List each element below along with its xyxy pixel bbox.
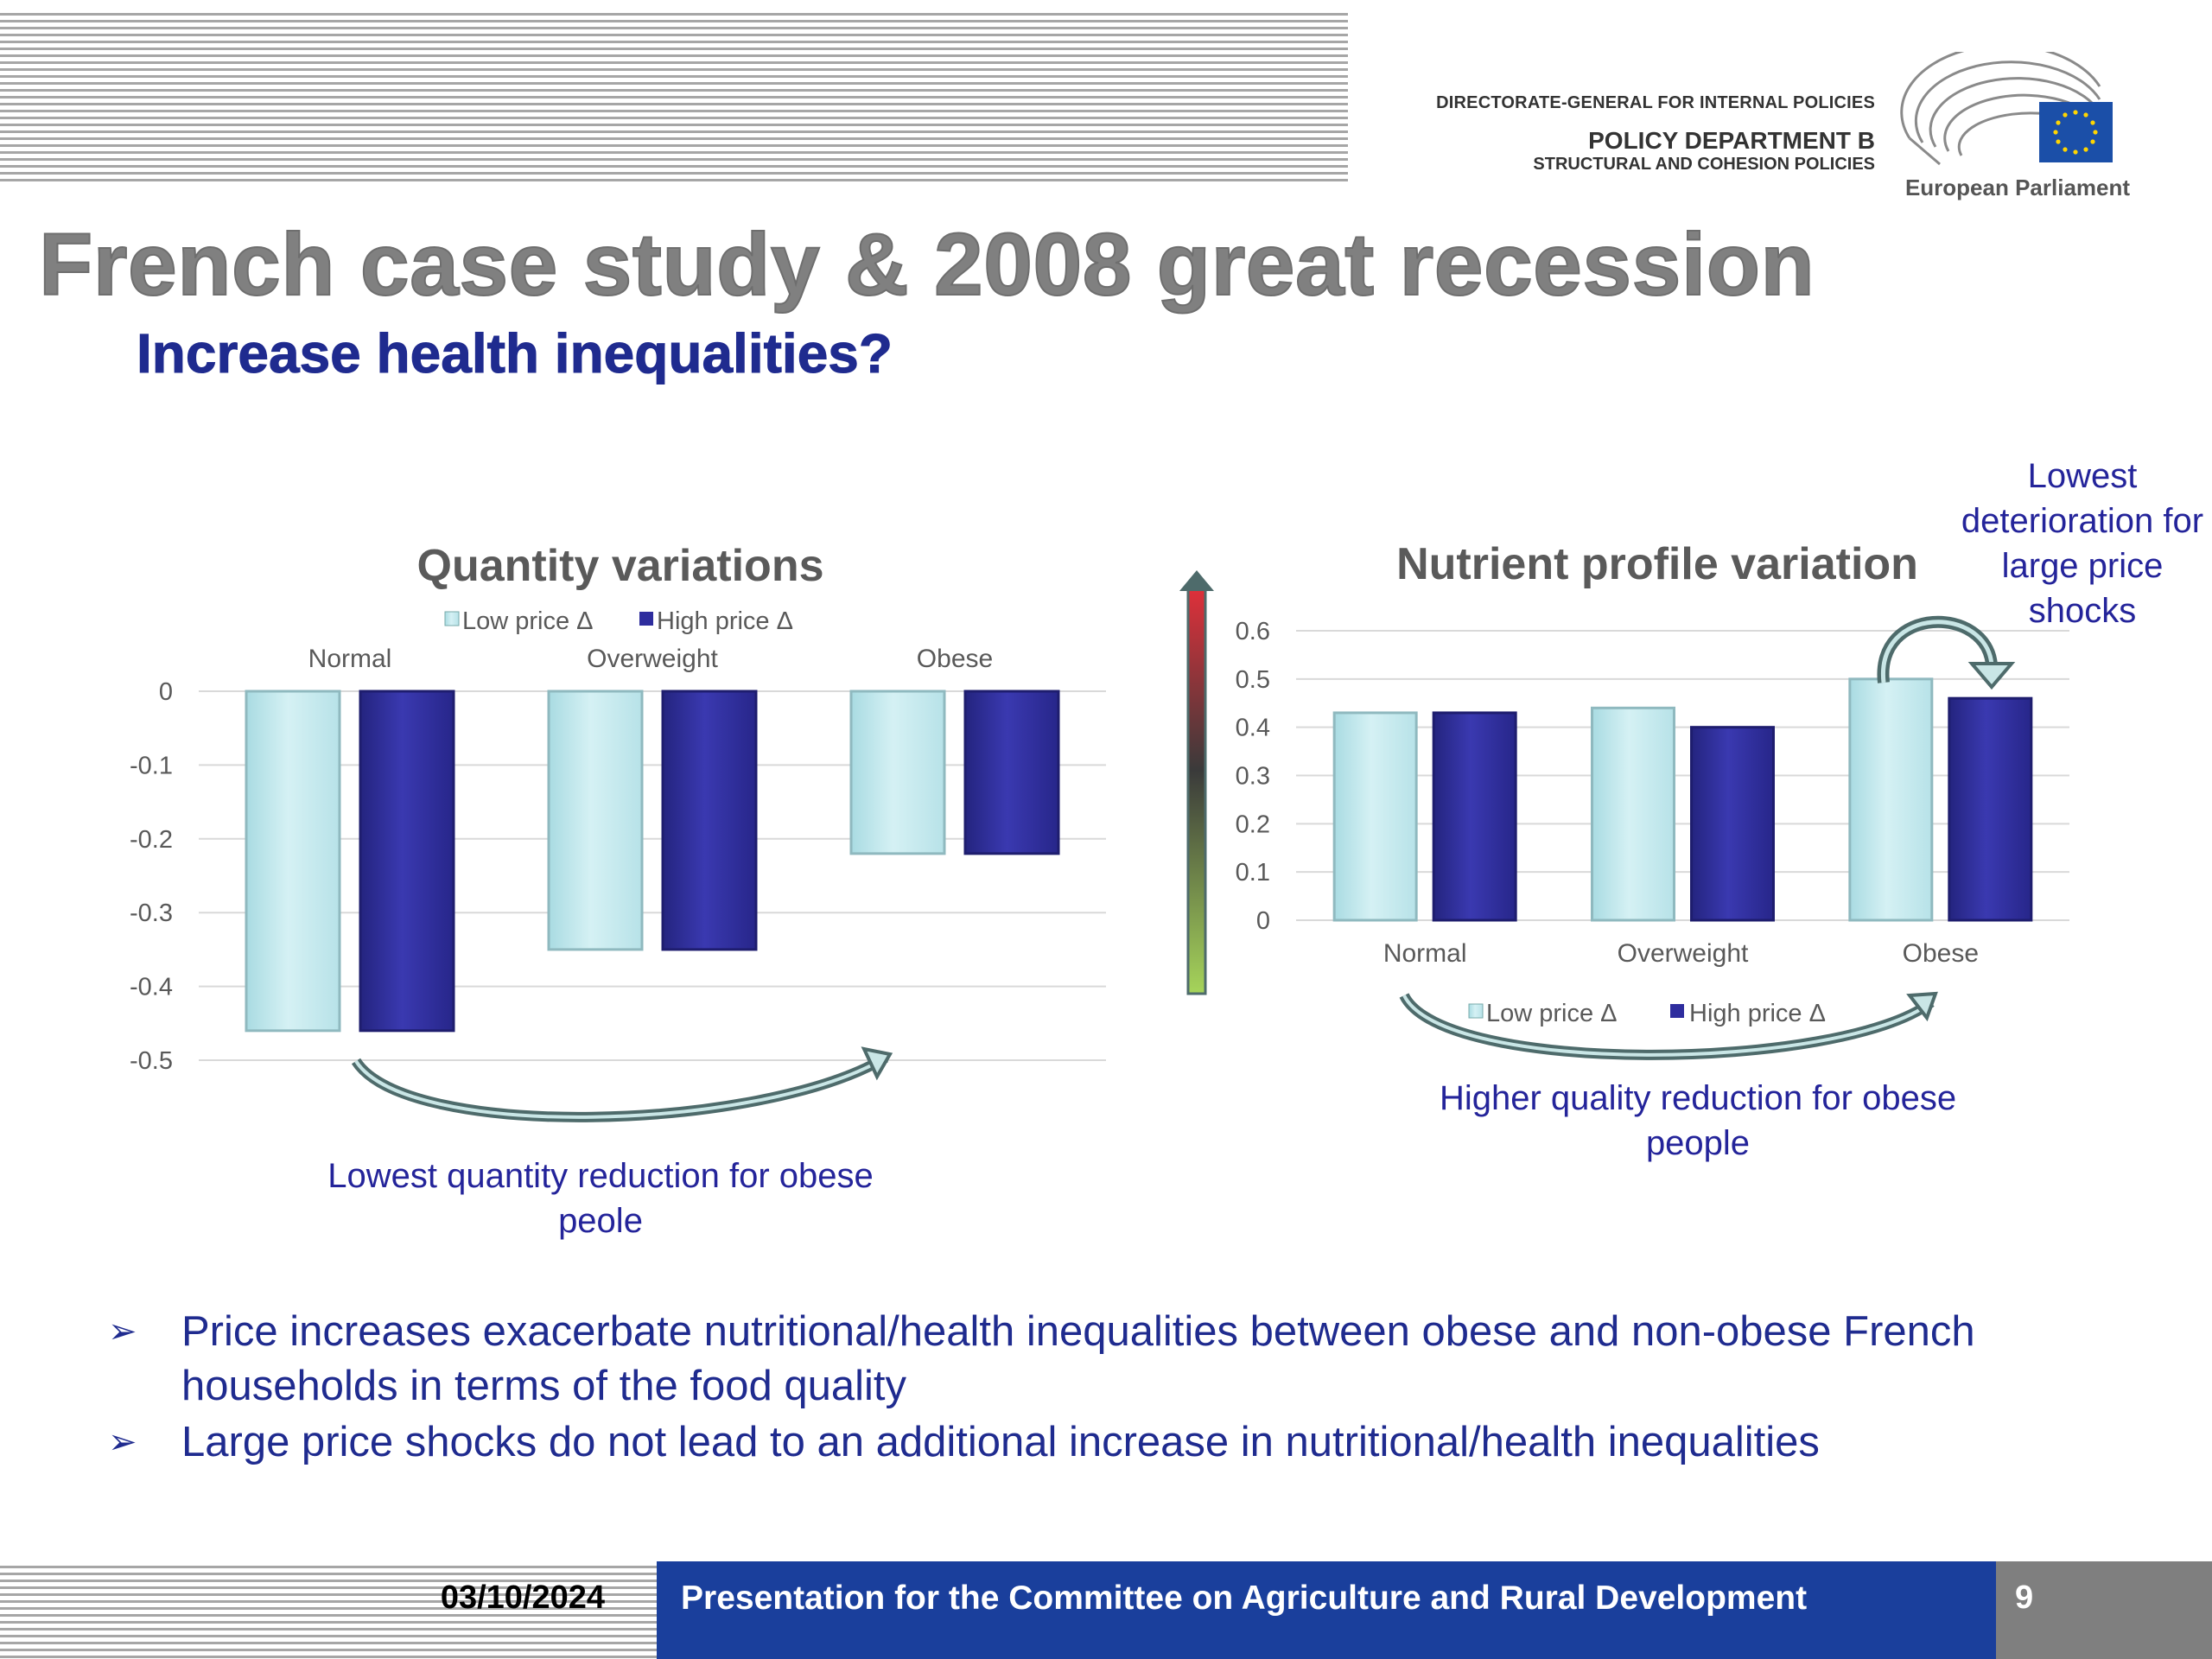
footer-page-box — [1996, 1561, 2212, 1659]
y-tick-label: 0.6 — [1236, 618, 1270, 645]
top-arrow-head — [1967, 662, 2016, 690]
page-title: French case study & 2008 great recession — [38, 214, 1815, 315]
y-tick-label: 0.1 — [1236, 859, 1270, 887]
quantity-arrow-head — [861, 1046, 893, 1081]
footer-title: Presentation for the Committee on Agricu… — [681, 1580, 1808, 1617]
nutrient-chart-legend: Low price Δ High price Δ — [1468, 1000, 1826, 1027]
nutrient-chart-title: Nutrient profile variation — [1396, 539, 1918, 589]
arrow-bullet-icon: ➢ — [108, 1423, 137, 1461]
footer-stripes — [0, 1561, 657, 1659]
y-tick-label: -0.2 — [130, 826, 173, 854]
bar-low-obese — [849, 690, 946, 855]
y-tick-label: 0.4 — [1236, 715, 1270, 742]
department-name: POLICY DEPARTMENT B — [1588, 127, 1875, 154]
bar-low-obese — [1848, 677, 1934, 922]
annotation-quantity: Lowest quantity reduction for obese peol… — [327, 1157, 874, 1240]
y-tick-label: -0.3 — [130, 899, 173, 927]
annotation-large-shocks: Lowest deterioration for large price sho… — [1961, 457, 2204, 630]
top-curved-arrow-highlight — [1881, 620, 1994, 683]
category-label: Overweight — [587, 645, 718, 673]
nutrient-chart: Nutrient profile variation 0 0.1 0.2 0.3 0.4… — [1236, 539, 2069, 1060]
bar-low-overweight — [547, 690, 644, 951]
category-label: Normal — [308, 645, 392, 673]
footer-date: 03/10/2024 — [440, 1580, 605, 1616]
y-tick-label: 0 — [1256, 907, 1270, 935]
scale-arrow-shaft — [1186, 586, 1207, 995]
department-subtitle: STRUCTURAL AND COHESION POLICIES — [1533, 155, 1875, 174]
quantity-chart-legend: Low price Δ High price Δ — [444, 607, 793, 635]
legend-swatch-high — [1670, 1004, 1684, 1018]
y-tick-label: 0.3 — [1236, 763, 1270, 791]
scale-arrow — [1179, 570, 1214, 995]
legend-label-high: High price Δ — [657, 607, 793, 635]
category-label: Obese — [1903, 939, 1979, 968]
quantity-curved-arrow-highlight — [354, 1056, 887, 1119]
footer-band — [657, 1561, 1996, 1659]
bar-high-obese — [1948, 696, 2033, 922]
y-tick-label: 0.5 — [1236, 666, 1270, 694]
bullet-item: ➢ Price increases exacerbate nutritional… — [108, 1305, 2182, 1414]
bar-low-normal — [1332, 711, 1418, 922]
bar-high-overweight — [661, 690, 758, 951]
legend-label-low: Low price Δ — [1486, 1000, 1618, 1027]
logo-caption: European Parliament — [1904, 175, 2131, 200]
y-tick-label: -0.4 — [130, 974, 173, 1001]
quantity-chart-title: Quantity variations — [417, 541, 824, 591]
category-label: Overweight — [1618, 939, 1749, 968]
bar-high-normal — [1432, 711, 1517, 922]
category-label: Normal — [1383, 939, 1467, 968]
bullet-text: Large price shocks do not lead to an add… — [181, 1419, 1820, 1465]
bar-high-normal — [359, 690, 455, 1033]
bar-high-obese — [963, 690, 1060, 855]
legend-swatch-low — [444, 611, 460, 626]
header-stripes — [0, 9, 1348, 181]
legend-swatch-high — [639, 612, 653, 626]
y-tick-label: 0 — [159, 678, 173, 706]
bar-low-overweight — [1591, 706, 1675, 922]
y-tick-label: -0.1 — [130, 752, 173, 779]
arrow-bullet-icon: ➢ — [108, 1313, 137, 1351]
y-tick-label: -0.5 — [130, 1047, 173, 1075]
legend-swatch-low — [1468, 1003, 1484, 1019]
y-tick-label: 0.2 — [1236, 810, 1270, 838]
bullet-list: ➢ Price increases exacerbate nutritional… — [108, 1305, 2182, 1471]
dg-line: DIRECTORATE-GENERAL FOR INTERNAL POLICIE… — [1436, 93, 1875, 112]
annotation-quality: Higher quality reduction for obese peopl… — [1439, 1079, 1957, 1162]
bullet-text: Price increases exacerbate nutritional/h… — [181, 1308, 1975, 1409]
bullet-item: ➢ Large price shocks do not lead to an a… — [108, 1415, 2182, 1470]
quantity-chart: Quantity variations Low price Δ High pri… — [130, 541, 1106, 1122]
bar-low-normal — [245, 690, 341, 1033]
page-number: 9 — [2015, 1580, 2034, 1616]
european-parliament-logo — [1900, 52, 2113, 166]
header-logo-block: DIRECTORATE-GENERAL FOR INTERNAL POLICIE… — [1400, 48, 2143, 212]
legend-label-low: Low price Δ — [462, 607, 594, 635]
bar-high-overweight — [1690, 726, 1775, 922]
category-label: Obese — [917, 645, 993, 673]
legend-label-high: High price Δ — [1689, 1000, 1826, 1027]
quantity-curved-arrow — [351, 1052, 889, 1122]
page-subtitle: Increase health inequalities? — [137, 322, 893, 385]
scale-arrow-head — [1179, 570, 1214, 591]
nutrient-arrow-head — [1906, 991, 1938, 1022]
nutrient-curved-arrow-highlight — [1402, 995, 1933, 1057]
